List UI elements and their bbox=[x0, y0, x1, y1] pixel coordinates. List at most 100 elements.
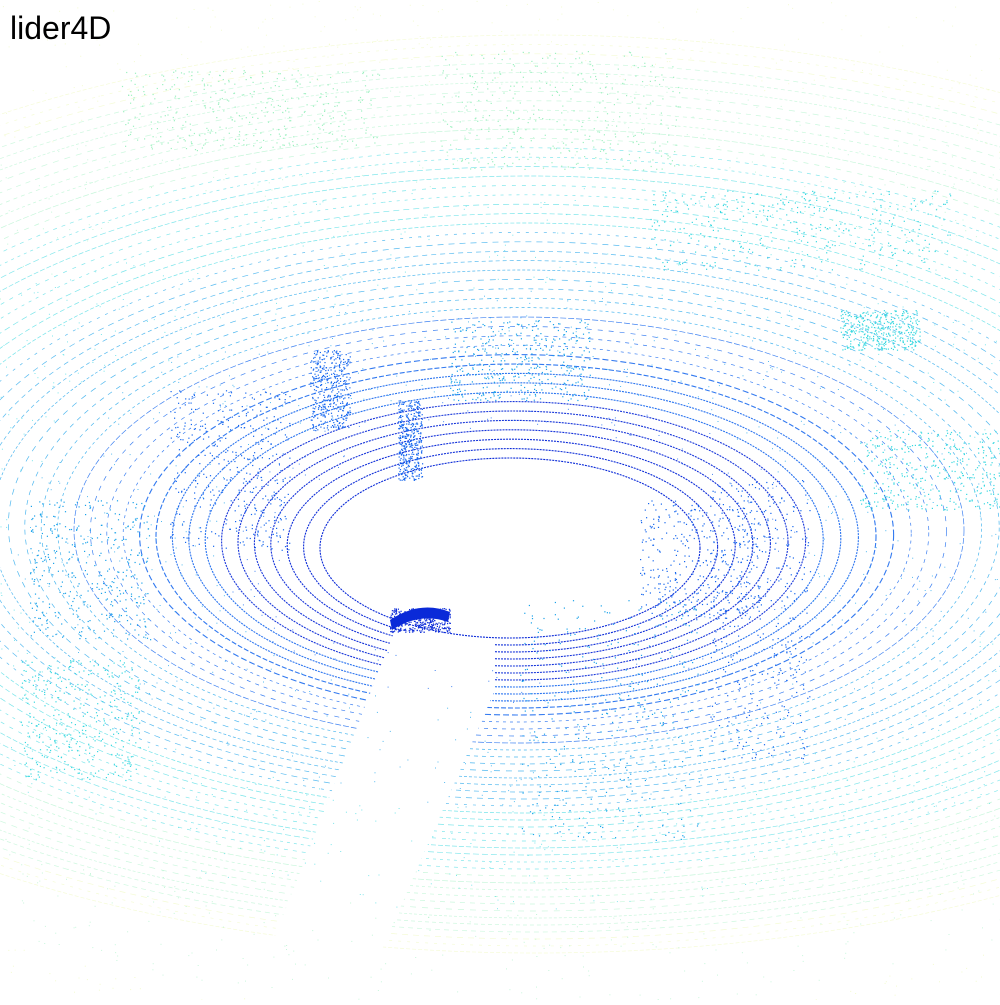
lidar-point bbox=[25, 660, 26, 661]
lidar-point bbox=[562, 790, 563, 791]
lidar-point bbox=[185, 404, 186, 405]
lidar-point bbox=[899, 331, 900, 332]
lidar-point bbox=[537, 652, 538, 653]
lidar-point bbox=[245, 508, 246, 509]
lidar-point bbox=[704, 613, 705, 614]
lidar-point bbox=[897, 350, 898, 351]
lidar-point bbox=[517, 351, 518, 352]
lidar-point bbox=[859, 345, 860, 346]
lidar-point bbox=[401, 466, 402, 467]
lidar-point bbox=[406, 467, 407, 468]
lidar-point bbox=[917, 324, 918, 325]
lidar-point bbox=[986, 474, 987, 475]
lidar-point bbox=[113, 774, 114, 775]
lidar-point bbox=[532, 330, 533, 331]
lidar-point bbox=[726, 610, 727, 611]
lidar-point bbox=[916, 342, 917, 343]
lidar-point bbox=[627, 799, 628, 800]
lidar-point bbox=[784, 488, 785, 489]
lidar-point bbox=[588, 368, 589, 369]
lidar-point bbox=[25, 681, 26, 682]
lidar-point bbox=[401, 449, 402, 450]
lidar-point bbox=[588, 833, 589, 834]
lidar-point bbox=[745, 708, 746, 709]
lidar-point bbox=[866, 325, 867, 326]
lidar-point bbox=[324, 428, 325, 429]
lidar-point bbox=[660, 810, 661, 811]
lidar-point bbox=[646, 604, 647, 605]
lidar-point bbox=[749, 571, 750, 572]
lidar-point bbox=[328, 370, 329, 371]
lidar-point bbox=[247, 412, 248, 413]
lidar-point bbox=[584, 81, 585, 82]
lidar-point bbox=[998, 448, 999, 449]
lidar-point bbox=[484, 351, 485, 352]
lidar-point bbox=[524, 643, 525, 644]
lidar-point bbox=[525, 711, 526, 712]
lidar-point bbox=[539, 792, 540, 793]
lidar-point bbox=[631, 681, 632, 682]
lidar-point bbox=[30, 716, 31, 717]
lidar-point bbox=[276, 454, 277, 455]
lidar-point bbox=[185, 398, 186, 399]
lidar-point bbox=[103, 718, 104, 719]
lidar-point bbox=[462, 371, 463, 372]
lidar-point bbox=[983, 481, 984, 482]
lidar-point bbox=[588, 724, 589, 725]
lidar-point bbox=[643, 594, 644, 595]
lidar-point bbox=[125, 539, 126, 540]
lidar-point bbox=[111, 528, 112, 529]
lidar-point bbox=[270, 393, 271, 394]
lidar-point bbox=[263, 510, 264, 511]
lidar-point bbox=[213, 403, 214, 404]
lidar-point bbox=[894, 332, 895, 333]
lidar-point bbox=[841, 311, 842, 312]
lidar-point bbox=[66, 687, 67, 688]
lidar-point bbox=[712, 521, 713, 522]
lidar-point bbox=[129, 559, 130, 560]
lidar-point bbox=[738, 581, 739, 582]
lidar-point bbox=[450, 126, 451, 127]
lidar-point bbox=[794, 593, 795, 594]
lidar-point bbox=[50, 528, 51, 529]
lidar-point bbox=[705, 593, 706, 594]
lidar-point bbox=[421, 453, 422, 454]
lidar-point bbox=[39, 734, 40, 735]
lidar-point bbox=[760, 597, 761, 598]
lidar-point bbox=[421, 624, 422, 625]
lidar-point bbox=[112, 728, 113, 729]
lidar-point bbox=[514, 380, 515, 381]
lidar-point bbox=[576, 328, 577, 329]
lidar-point bbox=[925, 447, 926, 448]
lidar-point bbox=[563, 148, 564, 149]
lidar-point bbox=[250, 491, 251, 492]
lidar-point bbox=[900, 340, 901, 341]
lidar-point bbox=[431, 621, 432, 622]
lidar-point bbox=[581, 126, 582, 127]
lidar-point bbox=[113, 690, 114, 691]
lidar-point bbox=[494, 374, 495, 375]
lidar-point bbox=[557, 791, 558, 792]
lidar-point bbox=[79, 773, 80, 774]
lidar-point bbox=[753, 607, 754, 608]
lidar-point bbox=[741, 571, 742, 572]
lidar-point bbox=[852, 346, 853, 347]
lidar-point bbox=[61, 586, 62, 587]
lidar-point bbox=[796, 681, 797, 682]
lidar-point bbox=[441, 622, 442, 623]
lidar-point bbox=[337, 425, 338, 426]
lidar-point bbox=[739, 646, 740, 647]
lidar-point bbox=[235, 452, 236, 453]
lidar-point bbox=[522, 828, 523, 829]
lidar-point bbox=[404, 468, 405, 469]
lidar-point bbox=[722, 518, 723, 519]
lidar-point bbox=[433, 619, 434, 620]
lidar-point bbox=[719, 628, 720, 629]
lidar-point bbox=[452, 363, 453, 364]
lidar-point bbox=[30, 769, 31, 770]
lidar-point bbox=[911, 327, 912, 328]
lidar-point bbox=[404, 410, 405, 411]
lidar-point bbox=[400, 426, 401, 427]
